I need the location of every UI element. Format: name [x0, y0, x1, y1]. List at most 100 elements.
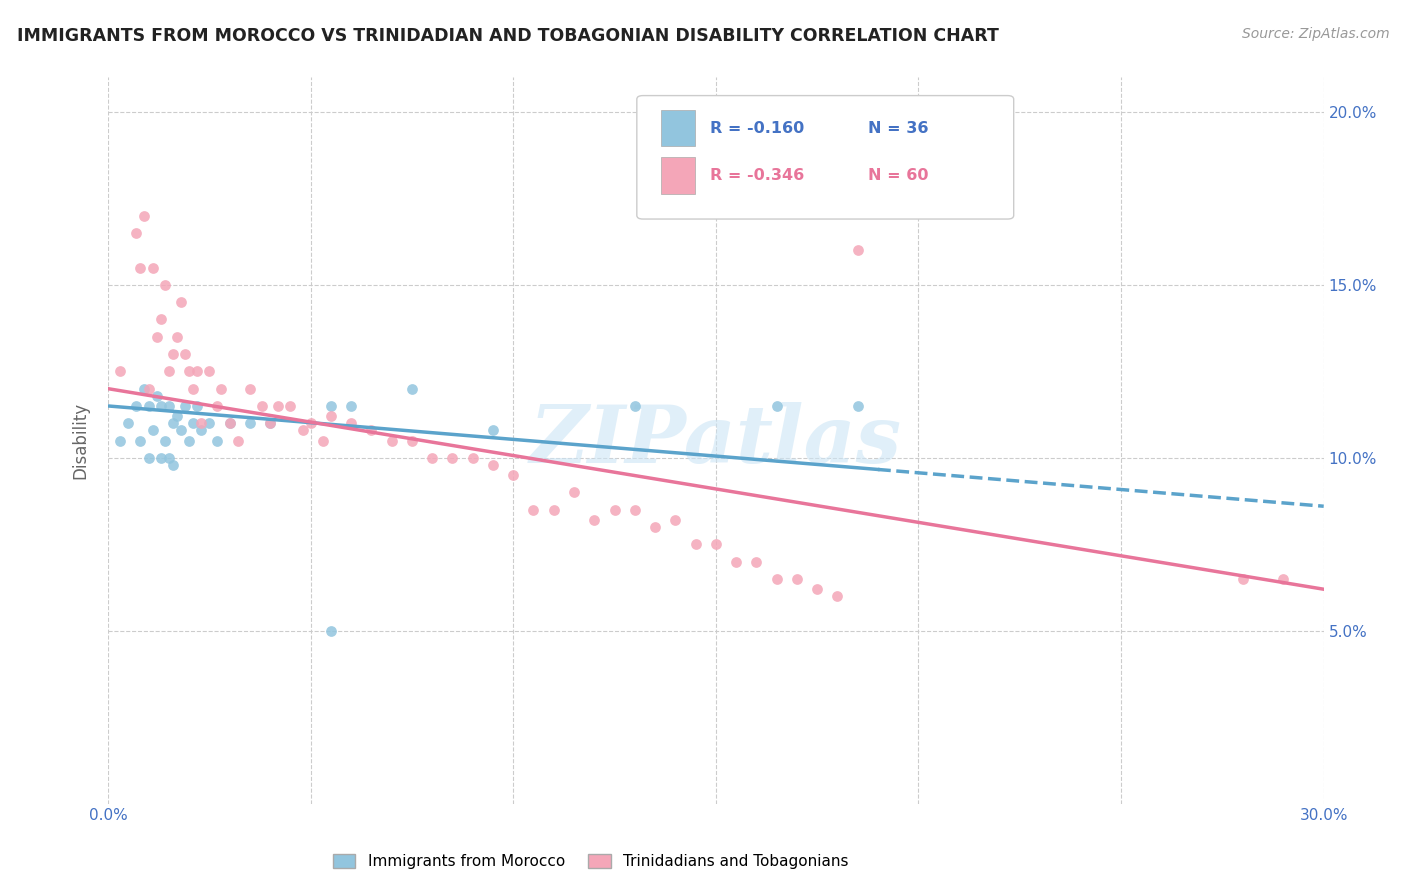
Point — [846, 244, 869, 258]
Point — [162, 458, 184, 472]
Point — [211, 382, 233, 396]
Point — [181, 382, 204, 396]
Text: R = -0.160: R = -0.160 — [710, 120, 804, 136]
Point — [806, 582, 828, 597]
Point — [664, 513, 686, 527]
Point — [149, 450, 172, 465]
Point — [157, 399, 180, 413]
Point — [198, 364, 221, 378]
Point — [142, 260, 165, 275]
Point — [267, 399, 290, 413]
Point — [125, 399, 148, 413]
Point — [174, 399, 197, 413]
Point — [145, 388, 167, 402]
Point — [153, 277, 176, 292]
Point — [239, 416, 262, 430]
Point — [786, 572, 808, 586]
Point — [340, 399, 363, 413]
Point — [226, 434, 249, 448]
Point — [108, 434, 131, 448]
Point — [117, 416, 139, 430]
Point — [765, 399, 787, 413]
Point — [198, 416, 221, 430]
Point — [218, 416, 240, 430]
Point — [134, 382, 156, 396]
Point — [381, 434, 404, 448]
FancyBboxPatch shape — [637, 95, 1014, 219]
Point — [725, 555, 748, 569]
Point — [259, 416, 281, 430]
Point — [441, 450, 464, 465]
Point — [138, 399, 160, 413]
Point — [401, 434, 423, 448]
Point — [482, 458, 505, 472]
Point — [129, 434, 152, 448]
Point — [207, 434, 229, 448]
Point — [312, 434, 335, 448]
Point — [765, 572, 787, 586]
Point — [250, 399, 273, 413]
Legend: Immigrants from Morocco, Trinidadians and Tobagonians: Immigrants from Morocco, Trinidadians an… — [326, 848, 855, 875]
Point — [108, 364, 131, 378]
Text: R = -0.346: R = -0.346 — [710, 168, 804, 183]
Point — [181, 416, 204, 430]
Point — [420, 450, 443, 465]
Text: N = 36: N = 36 — [868, 120, 928, 136]
Point — [291, 423, 314, 437]
Bar — [661, 157, 695, 194]
Point — [685, 537, 707, 551]
Point — [125, 226, 148, 240]
Point — [218, 416, 240, 430]
Point — [149, 312, 172, 326]
Bar — [661, 110, 695, 146]
Point — [162, 347, 184, 361]
Point — [166, 330, 188, 344]
Point — [162, 416, 184, 430]
Point — [157, 450, 180, 465]
Point — [134, 209, 156, 223]
Point — [166, 409, 188, 424]
Point — [603, 502, 626, 516]
Point — [299, 416, 322, 430]
Point — [207, 399, 229, 413]
Text: ZIPatlas: ZIPatlas — [530, 401, 901, 479]
Point — [145, 330, 167, 344]
Point — [170, 295, 193, 310]
Point — [280, 399, 302, 413]
Point — [502, 468, 524, 483]
Point — [190, 423, 212, 437]
Point — [623, 502, 645, 516]
Point — [190, 416, 212, 430]
Point — [142, 423, 165, 437]
Point — [583, 513, 606, 527]
Point — [562, 485, 585, 500]
Point — [157, 364, 180, 378]
Point — [846, 399, 869, 413]
Point — [319, 624, 342, 638]
Point — [704, 537, 727, 551]
Point — [138, 382, 160, 396]
Point — [239, 382, 262, 396]
Point — [174, 347, 197, 361]
Point — [177, 364, 200, 378]
Point — [153, 434, 176, 448]
Point — [745, 555, 768, 569]
Y-axis label: Disability: Disability — [72, 402, 89, 479]
Point — [543, 502, 565, 516]
Point — [186, 399, 208, 413]
Point — [340, 416, 363, 430]
Point — [623, 399, 645, 413]
Point — [138, 450, 160, 465]
Point — [482, 423, 505, 437]
Point — [259, 416, 281, 430]
Point — [1232, 572, 1254, 586]
Text: N = 60: N = 60 — [868, 168, 928, 183]
Point — [170, 423, 193, 437]
Point — [644, 520, 666, 534]
Point — [1272, 572, 1295, 586]
Point — [401, 382, 423, 396]
Point — [319, 399, 342, 413]
Point — [461, 450, 484, 465]
Point — [522, 502, 544, 516]
Text: Source: ZipAtlas.com: Source: ZipAtlas.com — [1241, 27, 1389, 41]
